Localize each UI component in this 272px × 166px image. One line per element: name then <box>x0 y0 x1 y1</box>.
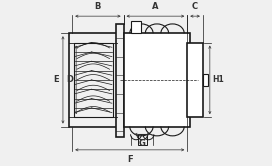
Text: E: E <box>53 75 59 84</box>
Text: H1: H1 <box>212 75 224 84</box>
Text: C: C <box>192 2 198 11</box>
Text: B: B <box>95 2 101 11</box>
Text: D: D <box>66 75 73 84</box>
Bar <box>69 33 117 126</box>
Bar <box>138 134 147 145</box>
Bar <box>203 74 208 86</box>
Text: A: A <box>152 2 159 11</box>
Text: G: G <box>139 139 146 148</box>
Bar <box>131 21 141 33</box>
Bar <box>116 24 123 137</box>
Bar <box>74 43 113 117</box>
Bar <box>187 43 203 117</box>
Bar <box>123 33 190 126</box>
Text: F: F <box>127 155 132 164</box>
